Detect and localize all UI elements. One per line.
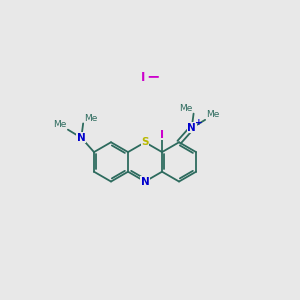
Text: Me: Me (84, 114, 98, 123)
Text: Me: Me (206, 110, 219, 119)
Text: Me: Me (54, 120, 67, 129)
Text: I: I (141, 71, 146, 84)
Text: −: − (146, 69, 159, 84)
Text: I: I (160, 130, 164, 140)
Text: N: N (141, 176, 149, 187)
Text: N: N (188, 123, 196, 133)
Text: Me: Me (179, 104, 193, 113)
Text: +: + (195, 118, 202, 127)
Text: N: N (77, 133, 86, 143)
Text: S: S (141, 137, 149, 147)
